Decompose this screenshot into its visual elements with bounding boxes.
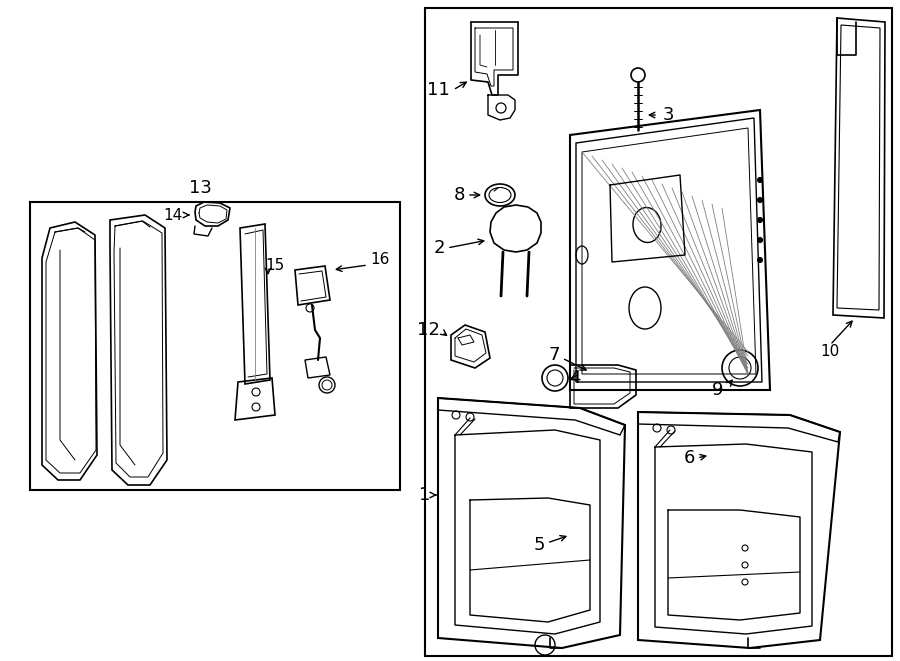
Circle shape [758,217,762,223]
Text: 16: 16 [370,253,390,268]
Text: 9: 9 [712,381,724,399]
Text: 8: 8 [454,186,465,204]
Bar [425,8,892,656]
Text: 6: 6 [684,449,695,467]
Circle shape [758,198,762,202]
Circle shape [758,237,762,243]
Text: 4: 4 [569,369,580,387]
Text: 12: 12 [417,321,440,339]
Bar [30,202,400,490]
Text: 5: 5 [534,536,545,554]
Text: 13: 13 [189,179,212,197]
Text: 2: 2 [434,239,445,257]
Text: 15: 15 [265,258,284,272]
Text: 1: 1 [418,486,430,504]
Text: 11: 11 [428,81,450,99]
Text: 10: 10 [821,344,840,360]
Circle shape [758,178,762,182]
Text: 7: 7 [548,346,560,364]
Text: 14: 14 [164,208,183,223]
Circle shape [758,258,762,262]
Text: 3: 3 [662,106,674,124]
